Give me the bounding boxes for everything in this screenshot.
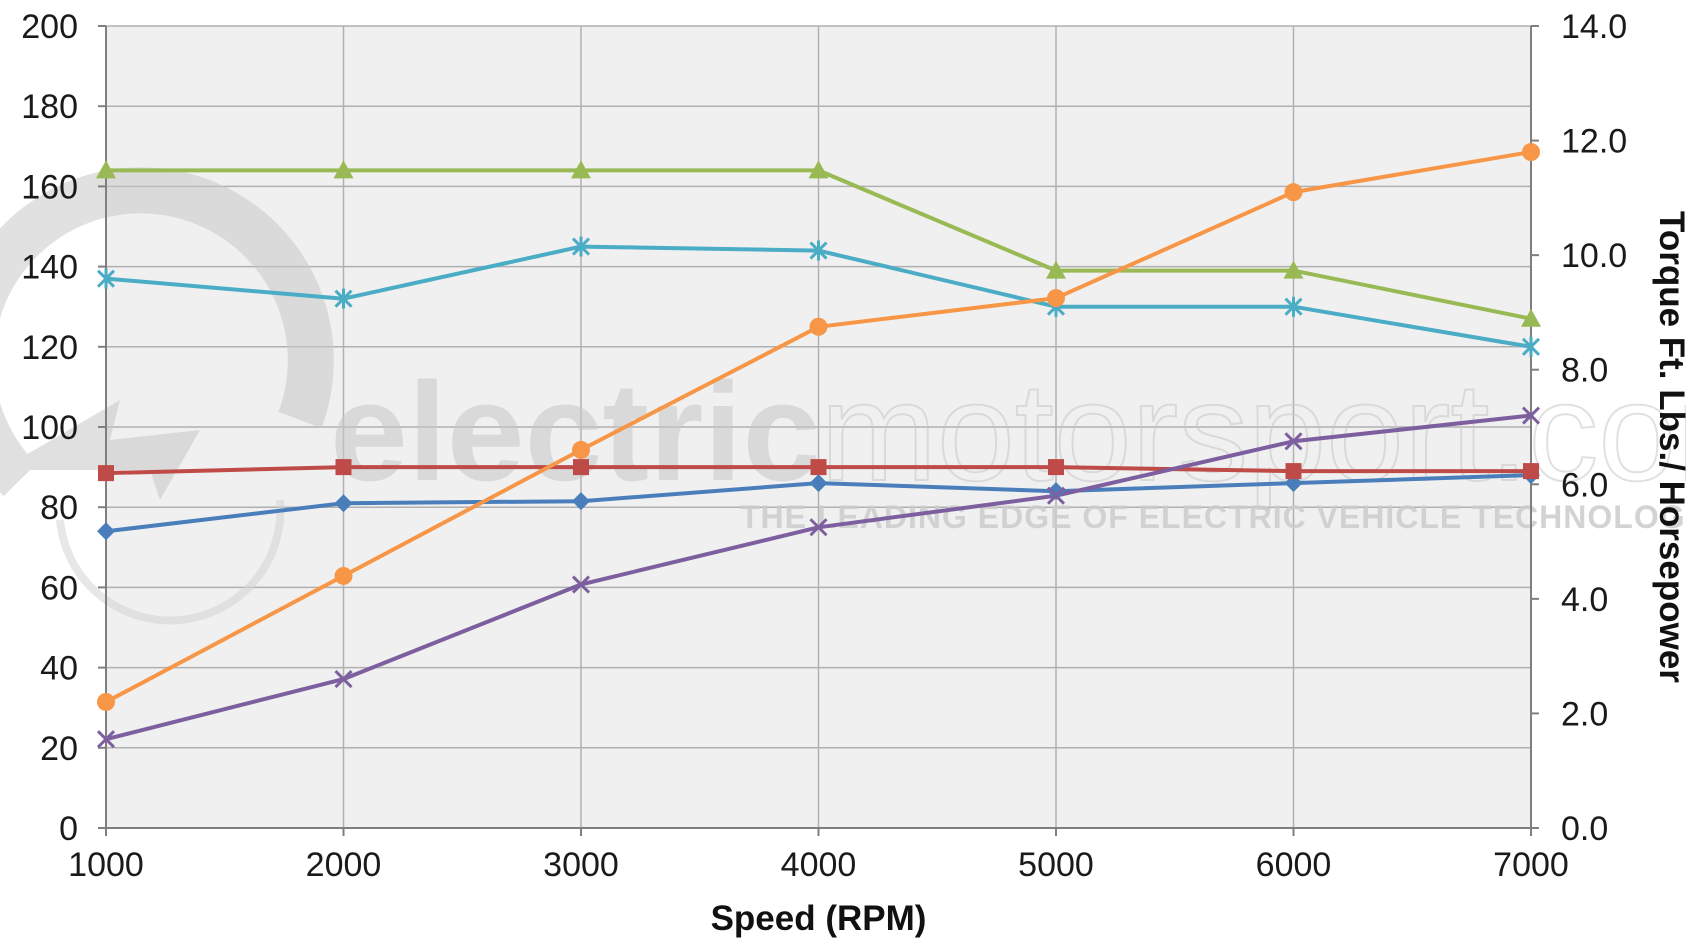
right-tick-label: 0.0: [1561, 810, 1608, 848]
left-tick-label: 200: [21, 8, 78, 46]
series-4-marker: [809, 240, 828, 261]
series-2-marker: [1048, 459, 1064, 476]
series-4-marker: [96, 268, 116, 289]
series-2-marker: [1523, 463, 1539, 480]
left-tick-label: 80: [40, 489, 78, 527]
series-1-marker: [334, 494, 353, 513]
right-tick-label: 6.0: [1561, 466, 1608, 504]
series-2-marker: [335, 459, 352, 476]
series-3-marker: [1046, 260, 1066, 279]
series-5-marker: [1284, 432, 1303, 451]
left-tick-label: 20: [40, 730, 78, 768]
right-tick-label: 12.0: [1561, 123, 1627, 161]
x-tick-label: 5000: [1018, 846, 1094, 884]
series-4-marker: [1284, 296, 1303, 317]
series-3-marker: [1521, 308, 1541, 327]
left-tick-label: 140: [21, 249, 78, 287]
series-5-marker: [1521, 406, 1541, 425]
x-tick-label: 3000: [543, 846, 619, 884]
left-tick-label: 160: [21, 168, 78, 206]
left-tick-label: 40: [40, 650, 78, 688]
right-axis-title: Torque Ft. Lbs./ Horsepower: [1652, 211, 1686, 683]
gridlines: [105, 25, 1532, 829]
series-6-marker: [334, 566, 353, 585]
left-tick-label: 0: [59, 810, 78, 848]
right-tick-label: 8.0: [1561, 352, 1608, 390]
right-tick-label: 2.0: [1561, 695, 1608, 733]
series-2-marker: [573, 459, 589, 476]
series-6-marker: [1047, 289, 1065, 308]
series-markers: [96, 143, 1541, 749]
series-5-marker: [1046, 486, 1066, 505]
series-5-marker: [334, 669, 353, 689]
x-tick-label: 7000: [1493, 846, 1569, 884]
series-3-marker: [808, 160, 829, 179]
series-5-marker: [809, 518, 828, 537]
x-tick-label: 2000: [306, 846, 382, 884]
series-3-marker: [1283, 260, 1304, 279]
x-tick-label: 6000: [1256, 846, 1332, 884]
right-tick-label: 4.0: [1561, 581, 1608, 619]
x-tick-label: 1000: [68, 846, 144, 884]
series-4-marker: [1521, 336, 1541, 357]
x-tick-label: 4000: [781, 846, 857, 884]
left-tick-label: 180: [21, 88, 78, 126]
series-6-marker: [1522, 143, 1540, 162]
series-6-marker: [809, 317, 828, 336]
series-3-marker: [96, 160, 116, 179]
left-tick-label: 120: [21, 329, 78, 367]
series-4-marker: [571, 236, 591, 257]
series-2-marker: [1285, 463, 1302, 480]
series-2-marker: [810, 459, 827, 476]
left-tick-label: 100: [21, 409, 78, 447]
series-5-marker: [96, 730, 116, 749]
tick-labels: 1000 2000 3000 4000 5000 6000 7000 0 20 40 60 80 100…: [21, 8, 1627, 884]
series-6-marker: [1284, 183, 1303, 202]
watermark-text-bold: electric: [330, 353, 820, 510]
series-1-marker: [809, 474, 828, 493]
right-tick-label: 14.0: [1561, 8, 1627, 46]
watermark: electricmotorsport.com THE LEADING EDGE …: [0, 167, 1686, 625]
right-tick-label: 10.0: [1561, 237, 1627, 275]
series-1-marker: [1047, 482, 1065, 501]
series-1-marker: [97, 522, 115, 541]
series-3-marker: [333, 160, 354, 179]
series-4-marker: [334, 288, 353, 309]
series-1-marker: [572, 492, 590, 511]
series-6-marker: [572, 440, 590, 459]
watermark-text: electricmotorsport.com: [330, 353, 1686, 510]
series-3-marker: [571, 160, 591, 179]
x-axis-title: Speed (RPM): [711, 899, 927, 938]
series-6-marker: [97, 692, 115, 711]
series-2-marker: [98, 465, 114, 482]
left-tick-label: 60: [40, 569, 78, 607]
series-5-marker: [571, 575, 591, 594]
